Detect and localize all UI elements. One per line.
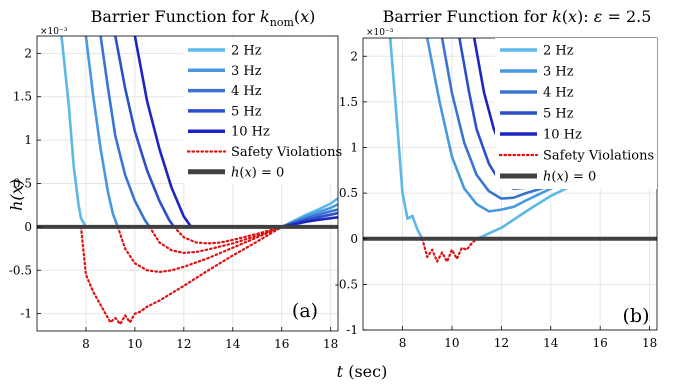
y-tick-label: -1	[20, 307, 32, 321]
legend-label: h(x) = 0	[231, 165, 284, 180]
chart-title-b: Barrier Function for k(x): ε = 2.5	[383, 7, 652, 26]
y-tick-label: 0	[350, 232, 358, 246]
series-line-safety-violations	[79, 225, 283, 326]
chart-panel-a: Barrier Function for knom(x) ×10⁻³ 8 10 12…	[9, 7, 342, 351]
ticks-b: 8 10 12 14 16 18 -1 -0.5 0 0.5 1 1.5 2	[335, 49, 657, 350]
y-tick-label: 0.5	[339, 186, 358, 200]
x-tick-label: 8	[82, 337, 90, 351]
legend-label: 10 Hz	[543, 128, 582, 143]
x-tick-label: 18	[642, 336, 657, 350]
legend-a: 2 Hz 3 Hz 4 Hz 5 Hz 10 Hz Safety Violations h(…	[183, 38, 342, 185]
y-tick-label: 0.5	[13, 177, 32, 191]
y-tick-label: -1	[346, 323, 358, 337]
legend-label: h(x) = 0	[543, 170, 596, 185]
x-tick-label: 10	[444, 336, 459, 350]
legend-label: 4 Hz	[231, 84, 262, 99]
legend-label: Safety Violations	[543, 149, 654, 164]
x-tick-label: 16	[274, 337, 289, 351]
x-tick-label: 14	[543, 336, 559, 350]
x-tick-label: 10	[127, 337, 142, 351]
legend-label: 5 Hz	[231, 104, 262, 119]
legend-label: 10 Hz	[231, 125, 270, 140]
y-tick-label: 2	[350, 49, 358, 63]
y-tick-label: 1	[24, 133, 32, 147]
y-tick-label: -0.5	[335, 277, 358, 291]
x-tick-label: 12	[494, 336, 509, 350]
y-tick-label: -0.5	[9, 263, 32, 277]
legend-label: 3 Hz	[231, 64, 262, 79]
series-line-safety-violations	[172, 225, 283, 245]
x-tick-label: 8	[399, 336, 407, 350]
chart-panel-b: Barrier Function for k(x): ε = 2.5 ×10⁻³…	[335, 7, 658, 350]
y-tick-label: 1.5	[13, 90, 32, 104]
y-tick-label: 1.5	[339, 95, 358, 109]
y-tick-label: 2	[24, 46, 32, 60]
ticks-a: 8 10 12 14 16 18 -1 -0.5 0 0.5 1 1.5 2	[9, 46, 338, 351]
legend-label: 3 Hz	[543, 65, 574, 80]
panel-tag-b: (b)	[623, 305, 650, 327]
series-line-safety-violations	[116, 225, 283, 274]
legend-label: 2 Hz	[543, 44, 574, 59]
y-tick-label: 1	[350, 141, 358, 155]
x-tick-label: 14	[225, 337, 241, 351]
series-group-a	[37, 36, 338, 326]
panel-tag-a: (a)	[292, 300, 318, 322]
series-line-safety-violations	[421, 237, 478, 263]
x-tick-label: 12	[176, 337, 191, 351]
x-tick-label: 18	[323, 337, 338, 351]
x-tick-label: 16	[593, 336, 608, 350]
y-tick-label: 0	[24, 220, 32, 234]
legend-label: 2 Hz	[231, 44, 262, 59]
x-axis-label: t (sec)	[337, 362, 388, 381]
y-axis-label: h(x)	[7, 179, 26, 211]
legend-label: 4 Hz	[543, 86, 574, 101]
exponent-label-b: ×10⁻³	[366, 28, 394, 38]
exponent-label-a: ×10⁻³	[40, 27, 68, 37]
series-line-safety-violations	[148, 225, 283, 254]
legend-label: Safety Violations	[231, 145, 342, 160]
legend-b: 2 Hz 3 Hz 4 Hz 5 Hz 10 Hz Safety Violations h(…	[495, 38, 657, 189]
chart-title-a: Barrier Function for knom(x)	[91, 7, 316, 29]
legend-label: 5 Hz	[543, 107, 574, 122]
